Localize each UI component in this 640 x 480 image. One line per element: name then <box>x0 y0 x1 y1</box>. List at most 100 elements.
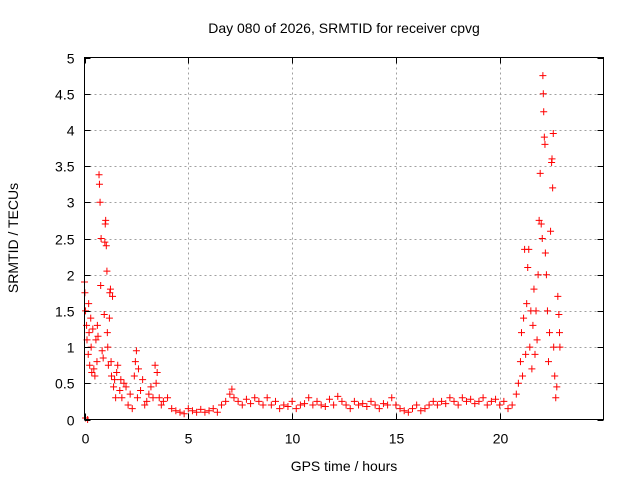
data-point <box>94 332 102 340</box>
data-point <box>556 343 564 351</box>
data-point <box>213 408 221 416</box>
data-point <box>379 400 387 408</box>
data-point <box>222 397 230 405</box>
data-point <box>388 394 396 402</box>
data-point <box>296 401 304 409</box>
data-point <box>184 405 192 413</box>
data-point <box>317 401 325 409</box>
data-point <box>537 220 545 228</box>
data-point <box>197 405 205 413</box>
y-tick-label: 5 <box>67 51 75 67</box>
data-point <box>538 235 546 242</box>
data-point <box>188 407 196 415</box>
data-point <box>157 401 165 409</box>
data-point <box>145 390 153 398</box>
data-point <box>371 401 379 409</box>
data-point <box>526 343 534 351</box>
data-point <box>541 140 549 148</box>
data-point <box>475 397 483 405</box>
data-point <box>543 307 551 315</box>
data-point <box>176 408 184 416</box>
data-point <box>338 397 346 405</box>
data-point <box>425 401 433 409</box>
data-point <box>535 216 543 224</box>
data-point <box>305 394 313 402</box>
data-point <box>117 376 125 384</box>
data-point <box>512 390 520 398</box>
y-tick-labels: 0 0.5 1 1.5 2 2.5 3 3.5 4 4.5 5 <box>55 51 75 429</box>
data-point <box>321 402 329 410</box>
data-point <box>109 292 117 300</box>
data-point <box>102 216 110 224</box>
data-point <box>540 108 548 116</box>
data-point <box>487 397 495 405</box>
data-point <box>151 361 159 369</box>
data-point <box>153 368 161 376</box>
data-point <box>126 390 134 398</box>
data-point <box>548 155 556 163</box>
grid-lines <box>84 57 604 420</box>
data-point <box>359 400 367 408</box>
data-point <box>346 405 354 413</box>
data-point <box>101 238 109 246</box>
data-point <box>95 171 103 179</box>
data-point <box>132 347 140 355</box>
data-point <box>539 72 547 80</box>
data-point <box>106 289 114 297</box>
data-point <box>137 387 145 395</box>
data-point <box>553 383 561 391</box>
data-point <box>242 395 250 403</box>
data-point <box>95 180 103 188</box>
data-point <box>409 405 417 413</box>
data-point <box>313 397 321 405</box>
data-point <box>524 263 532 271</box>
data-point <box>467 395 475 403</box>
data-point <box>547 227 555 235</box>
data-point <box>97 235 105 242</box>
data-point <box>90 365 98 373</box>
data-point <box>301 400 309 408</box>
data-point <box>479 394 487 402</box>
data-point <box>330 401 338 409</box>
data-point <box>111 376 119 384</box>
x-tick-label: 0 <box>82 431 90 447</box>
data-point <box>350 397 358 405</box>
data-point <box>492 395 500 403</box>
data-series-srmtid <box>81 72 564 423</box>
data-point <box>483 401 491 409</box>
data-point <box>205 407 213 415</box>
data-point <box>152 379 160 387</box>
data-point <box>112 394 120 402</box>
data-point <box>85 300 93 308</box>
data-point <box>97 282 105 290</box>
data-point <box>392 401 400 409</box>
data-point <box>528 365 536 373</box>
data-point <box>255 397 263 405</box>
data-point <box>103 267 111 275</box>
chart-title: Day 080 of 2026, SRMTID for receiver cpv… <box>208 20 480 36</box>
data-point <box>367 397 375 405</box>
data-point <box>88 368 96 376</box>
data-point <box>106 285 114 293</box>
data-point <box>238 401 246 409</box>
data-point <box>384 401 392 409</box>
data-point <box>102 242 110 250</box>
data-point <box>462 397 470 405</box>
data-point <box>413 401 421 409</box>
data-point <box>134 365 142 373</box>
data-point <box>551 372 559 380</box>
data-point <box>93 321 101 329</box>
data-point <box>84 350 92 358</box>
data-point <box>496 401 504 409</box>
data-point <box>400 407 408 415</box>
data-point <box>396 405 404 413</box>
data-point <box>504 405 512 413</box>
axis-ticks <box>84 57 604 421</box>
y-tick-label: 1 <box>67 340 75 356</box>
data-point <box>133 394 141 402</box>
data-point <box>404 408 412 416</box>
data-point <box>355 401 363 409</box>
data-point <box>263 394 271 402</box>
data-point <box>446 394 454 402</box>
